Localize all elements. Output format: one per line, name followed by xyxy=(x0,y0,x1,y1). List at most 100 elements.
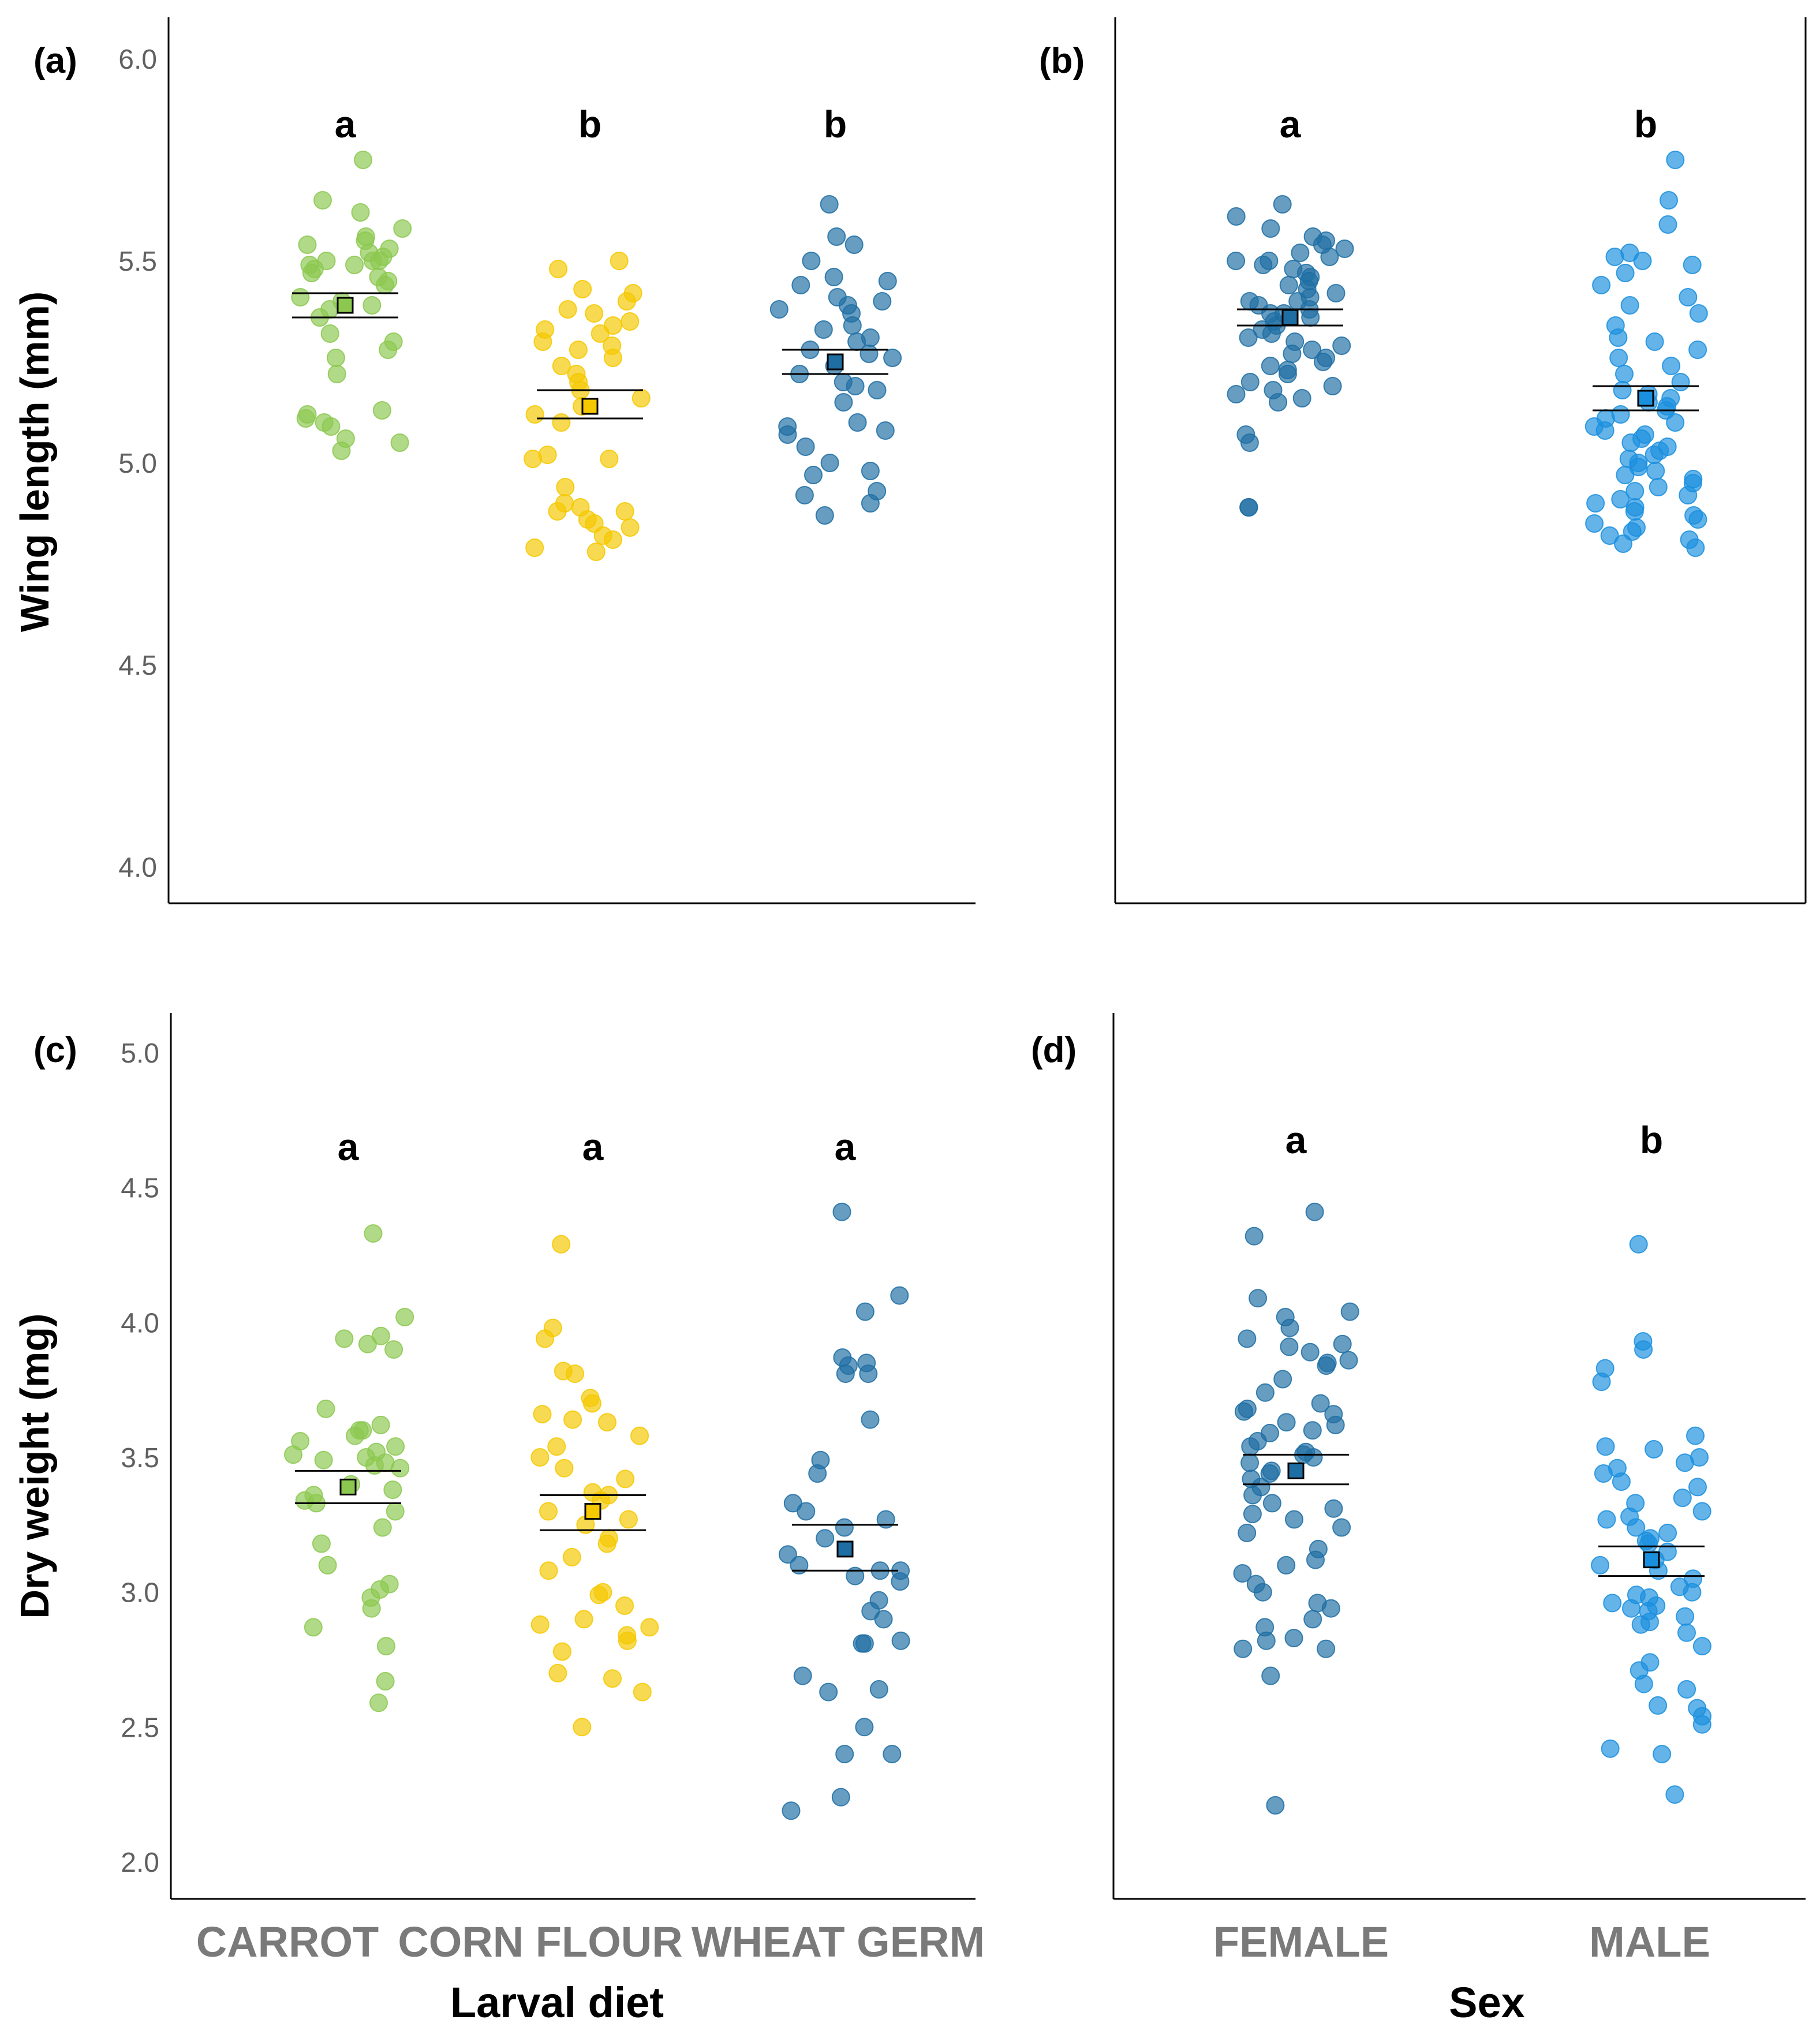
data-point-d xyxy=(1601,1739,1620,1758)
data-point-b xyxy=(1646,462,1665,480)
data-point-c xyxy=(582,1394,601,1413)
data-point-c xyxy=(597,1534,616,1553)
data-point-b xyxy=(1613,381,1632,399)
panel-label-b: (b) xyxy=(1039,41,1085,81)
data-point-d xyxy=(1311,1394,1330,1413)
data-point-a xyxy=(556,478,575,496)
data-point-d xyxy=(1234,1639,1253,1658)
data-point-c xyxy=(874,1610,893,1629)
data-point-a xyxy=(621,518,640,537)
data-point-d xyxy=(1260,1464,1279,1483)
mean-marker xyxy=(337,297,354,314)
data-point-d xyxy=(1692,1637,1711,1656)
data-point-c xyxy=(373,1518,392,1537)
data-point-b xyxy=(1616,466,1635,484)
data-point-c xyxy=(365,1456,384,1475)
data-point-c xyxy=(793,1666,812,1685)
data-point-a xyxy=(569,341,588,359)
data-point-d xyxy=(1677,1680,1696,1699)
category-label-male: MALE xyxy=(1589,1918,1710,1966)
data-point-a xyxy=(615,502,634,521)
data-point-a xyxy=(868,381,887,399)
data-point-b xyxy=(1609,349,1628,367)
significance-letter: a xyxy=(1280,103,1302,145)
data-point-c xyxy=(566,1364,584,1383)
y-axis-title-weight: Dry weight (mg) xyxy=(12,1314,57,1619)
data-point-a xyxy=(846,377,865,395)
data-point-a xyxy=(820,195,839,214)
data-point-d xyxy=(1234,1402,1253,1421)
data-point-d xyxy=(1677,1623,1696,1642)
axes-d xyxy=(1112,1013,1806,1900)
data-point-a xyxy=(296,409,315,428)
data-point-a xyxy=(610,252,629,270)
data-point-c xyxy=(835,1745,854,1764)
y-tick-label-a: 4.5 xyxy=(118,650,157,681)
data-point-b xyxy=(1592,276,1611,294)
data-point-c xyxy=(362,1599,381,1618)
x-axis-title-diet: Larval diet xyxy=(450,1979,664,2026)
data-point-d xyxy=(1304,1448,1323,1467)
data-point-a xyxy=(302,264,321,282)
data-point-b xyxy=(1614,534,1632,553)
data-point-c xyxy=(618,1631,637,1650)
data-point-a xyxy=(844,235,864,254)
data-point-d xyxy=(1333,1334,1352,1353)
data-point-c xyxy=(548,1663,567,1682)
data-point-d xyxy=(1243,1505,1262,1524)
data-point-c xyxy=(616,1469,635,1489)
data-point-c xyxy=(314,1450,333,1469)
data-point-a xyxy=(298,235,317,254)
data-point-d xyxy=(1253,1583,1272,1602)
data-point-b xyxy=(1679,486,1698,504)
data-point-c xyxy=(555,1459,574,1478)
data-point-b xyxy=(1291,244,1310,262)
data-point-c xyxy=(533,1405,552,1424)
data-point-c xyxy=(539,1502,558,1521)
significance-letter: b xyxy=(1640,1119,1663,1161)
y-tick-label-c: 2.5 xyxy=(121,1712,159,1743)
data-point-b xyxy=(1679,288,1698,306)
data-point-b xyxy=(1326,284,1346,302)
data-point-c xyxy=(891,1631,910,1650)
data-point-c xyxy=(855,1634,874,1653)
data-point-c xyxy=(552,1642,571,1661)
data-point-c xyxy=(859,1364,878,1383)
data-point-c xyxy=(371,1326,390,1345)
data-point-a xyxy=(369,252,388,270)
data-point-c xyxy=(883,1745,902,1764)
data-point-b xyxy=(1620,296,1639,315)
data-point-b xyxy=(1227,207,1246,226)
mean-marker xyxy=(1287,1462,1305,1479)
panel-label-c: (c) xyxy=(33,1030,77,1070)
data-point-c xyxy=(312,1534,331,1553)
significance-letter: a xyxy=(335,103,357,145)
data-point-b xyxy=(1605,248,1624,266)
data-point-a xyxy=(552,357,571,375)
data-point-a xyxy=(345,256,364,274)
data-point-a xyxy=(848,413,867,432)
data-point-c xyxy=(369,1693,388,1712)
data-point-a xyxy=(861,494,880,513)
data-point-d xyxy=(1241,1437,1260,1456)
data-point-a xyxy=(600,450,619,468)
data-point-d xyxy=(1686,1426,1705,1445)
data-point-b xyxy=(1254,256,1273,274)
data-point-b xyxy=(1671,373,1690,391)
data-point-c xyxy=(790,1555,809,1575)
data-point-a xyxy=(375,276,394,294)
data-point-d xyxy=(1255,1383,1275,1402)
axes-a xyxy=(167,17,976,904)
data-point-a xyxy=(873,292,892,311)
data-point-d xyxy=(1300,1343,1320,1362)
data-point-d xyxy=(1317,1356,1336,1375)
data-point-b xyxy=(1262,324,1281,343)
data-point-d xyxy=(1332,1518,1351,1537)
data-point-d xyxy=(1326,1415,1345,1434)
data-point-c xyxy=(835,1518,854,1537)
data-point-b xyxy=(1240,373,1260,391)
data-point-c xyxy=(395,1308,414,1326)
data-point-b xyxy=(1323,377,1342,395)
panel-label-d: (d) xyxy=(1031,1030,1077,1070)
